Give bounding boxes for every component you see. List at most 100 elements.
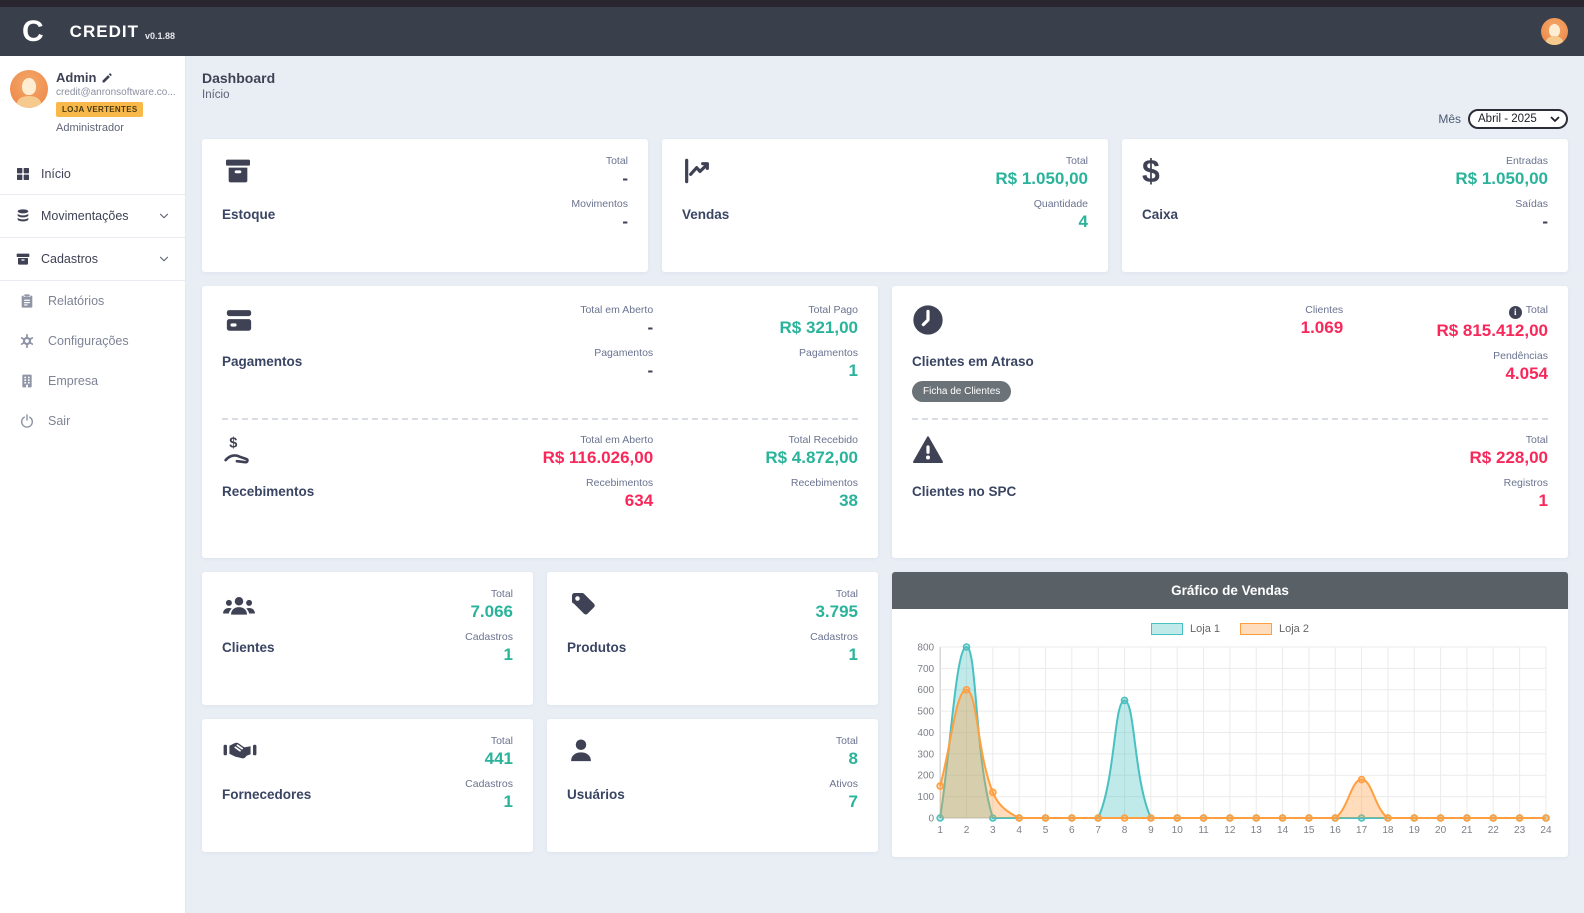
svg-text:6: 6 <box>1069 825 1075 836</box>
sidebar-item-label: Movimentações <box>41 209 129 223</box>
profile-block: Admin credit@anronsoftware.co... LOJA VE… <box>0 56 185 144</box>
card-estoque: Estoque Total - Movimentos - <box>202 139 648 272</box>
stat-value: R$ 4.872,00 <box>765 448 858 467</box>
chart-line-icon <box>682 155 729 189</box>
sidebar-item-label: Início <box>41 167 71 181</box>
stat-value: 1.069 <box>1300 318 1344 337</box>
month-select[interactable]: Abril - 2025 <box>1468 109 1568 129</box>
info-icon: i <box>1508 305 1522 319</box>
power-icon <box>18 413 35 429</box>
user-avatar-button[interactable] <box>1541 18 1568 45</box>
card-vendas: Vendas Total R$ 1.050,00 Quantidade 4 <box>662 139 1108 272</box>
card-title: Caixa <box>1142 207 1179 222</box>
chevron-down-icon <box>157 209 171 223</box>
svg-text:800: 800 <box>917 643 934 654</box>
sidebar-item-cadastros[interactable]: Cadastros <box>0 238 185 281</box>
stat-value: - <box>1542 212 1548 231</box>
stat-value: 4 <box>1078 212 1088 231</box>
stat-value: R$ 815.412,00 <box>1436 320 1548 340</box>
profile-role: Administrador <box>56 122 124 134</box>
stat-label: Saídas <box>1515 198 1548 210</box>
divider <box>912 418 1548 420</box>
clock-icon <box>912 304 944 338</box>
svg-text:8: 8 <box>1122 825 1128 836</box>
svg-text:5: 5 <box>1043 825 1049 836</box>
svg-text:0: 0 <box>929 814 935 825</box>
sidebar-item-sair[interactable]: Sair <box>0 401 185 441</box>
stat-label: Pagamentos <box>799 347 858 359</box>
profile-name: Admin <box>56 70 97 85</box>
card-title: Vendas <box>682 207 730 222</box>
legend-swatch <box>1240 623 1272 635</box>
card-title: Clientes <box>222 640 275 655</box>
window-top-strip <box>0 0 1584 7</box>
chart-title: Gráfico de Vendas <box>892 572 1568 609</box>
card-title: Pagamentos <box>222 354 303 369</box>
sidebar-item-label: Empresa <box>48 374 99 388</box>
box-icon <box>14 251 31 267</box>
sidebar-item-movimentacoes[interactable]: Movimentações <box>0 194 185 238</box>
database-icon <box>14 208 31 224</box>
svg-text:$: $ <box>229 435 237 451</box>
svg-text:1: 1 <box>937 825 943 836</box>
stat-value: 7.066 <box>470 602 513 621</box>
divider <box>222 418 858 420</box>
sidebar: Admin credit@anronsoftware.co... LOJA VE… <box>0 56 186 913</box>
svg-text:100: 100 <box>917 792 934 803</box>
card-pagamentos-recebimentos: Pagamentos Total em Aberto - Pagamentos - … <box>202 286 878 558</box>
card-usuarios: Usuários Total 8 Ativos 7 <box>547 719 878 852</box>
svg-text:14: 14 <box>1277 825 1289 836</box>
sidebar-item-relatorios[interactable]: Relatórios <box>0 281 185 321</box>
breadcrumb: Início <box>202 89 230 101</box>
svg-text:19: 19 <box>1409 825 1421 836</box>
card-title: Clientes em Atraso <box>912 354 1034 369</box>
stat-label: Total Pago <box>808 304 858 316</box>
profile-email: credit@anronsoftware.co... <box>56 87 175 98</box>
sidebar-menu: Início Movimentações Cadastros Relató <box>0 154 185 441</box>
legend-item[interactable]: Loja 2 <box>1240 623 1309 635</box>
svg-text:24: 24 <box>1540 825 1552 836</box>
chevron-down-icon <box>157 252 171 266</box>
store-badge: LOJA VERTENTES <box>56 102 144 117</box>
stat-label: Total <box>605 155 628 167</box>
month-filter-label: Mês <box>1438 112 1461 126</box>
card-title: Fornecedores <box>222 787 312 802</box>
card-title: Recebimentos <box>222 484 315 499</box>
svg-text:500: 500 <box>917 707 934 718</box>
sidebar-item-configuracoes[interactable]: Configurações <box>0 321 185 361</box>
app-header: C CREDIT v0.1.88 <box>0 7 1584 56</box>
credit-card-icon <box>222 304 256 338</box>
stat-value: 7 <box>848 792 858 811</box>
svg-text:7: 7 <box>1095 825 1101 836</box>
stat-label: Registros <box>1503 477 1548 489</box>
svg-text:22: 22 <box>1488 825 1500 836</box>
card-fornecedores: Fornecedores Total 441 Cadastros 1 <box>202 719 533 852</box>
legend-item[interactable]: Loja 1 <box>1151 623 1220 635</box>
profile-avatar[interactable] <box>10 70 48 108</box>
archive-box-icon <box>222 155 275 189</box>
stat-label: Cadastros <box>465 631 513 643</box>
stat-label: Movimentos <box>571 198 628 210</box>
stat-value: R$ 228,00 <box>1469 448 1548 467</box>
sidebar-item-label: Sair <box>48 414 71 428</box>
sidebar-item-empresa[interactable]: Empresa <box>0 361 185 401</box>
stat-value: 1 <box>503 792 513 811</box>
stat-value: 634 <box>624 491 654 510</box>
svg-text:4: 4 <box>1016 825 1022 836</box>
app-version: v0.1.88 <box>144 30 175 41</box>
svg-text:16: 16 <box>1330 825 1342 836</box>
edit-profile-icon[interactable] <box>101 72 113 84</box>
stat-value: R$ 1.050,00 <box>1455 169 1548 188</box>
sales-chart: 1 2 3 4 5 6 7 8 9 10 11 12 13 14 15 16 17 18 19 20 21 22 23 240… <box>917 643 1552 836</box>
stat-label: i Total <box>1351 304 1548 319</box>
stat-value: 3.795 <box>815 602 858 621</box>
svg-text:3: 3 <box>990 825 996 836</box>
stat-label: Pagamentos <box>594 347 654 359</box>
stat-label: Recebimentos <box>790 477 858 489</box>
sidebar-item-inicio[interactable]: Início <box>0 154 185 194</box>
stat-label: Entradas <box>1505 155 1548 167</box>
user-icon <box>567 735 625 769</box>
ficha-de-clientes-button[interactable]: Ficha de Clientes <box>912 381 1012 402</box>
tag-icon <box>567 588 626 622</box>
